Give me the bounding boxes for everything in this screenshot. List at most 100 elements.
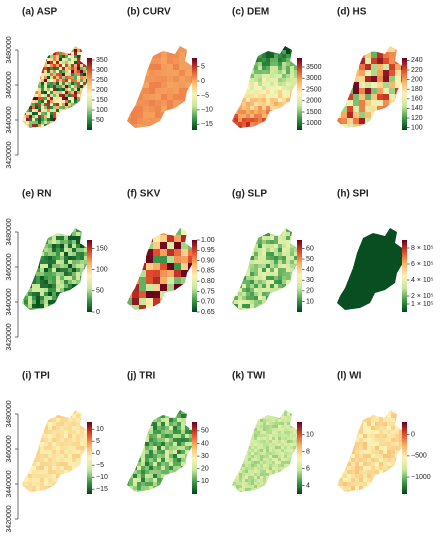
map-cell	[353, 76, 360, 83]
map-cell	[262, 66, 267, 71]
map-cell	[286, 232, 291, 237]
map	[232, 410, 300, 492]
map-cell	[238, 292, 243, 297]
map-cell	[296, 413, 300, 417]
map-cell	[341, 100, 348, 107]
map-cell	[347, 58, 354, 65]
colorbar-label: 100	[96, 107, 108, 114]
map-cell	[383, 94, 390, 101]
map-cell	[59, 100, 63, 104]
map-cell	[71, 58, 75, 62]
map-cell	[347, 228, 354, 235]
map-cell	[155, 106, 162, 113]
map-cell	[371, 282, 378, 289]
map-cell	[232, 228, 235, 233]
map-cell	[149, 434, 154, 439]
map-cell	[258, 276, 263, 281]
map-cell	[347, 470, 352, 475]
map-cell	[363, 414, 368, 419]
map-cell	[80, 67, 84, 71]
map-cell	[266, 122, 271, 127]
map-cell	[242, 256, 247, 261]
map-cell	[272, 470, 276, 474]
map-cell	[355, 474, 360, 479]
map-cell	[32, 490, 37, 492]
map-cell	[233, 413, 237, 417]
map-cell	[52, 434, 57, 439]
map-cell	[248, 482, 252, 486]
map-cell	[29, 58, 33, 62]
map-cell	[149, 88, 156, 95]
map-cell	[145, 454, 150, 459]
map-cell	[68, 103, 72, 107]
map-cell	[359, 270, 366, 277]
map-cell	[76, 422, 81, 427]
map-cell	[40, 252, 45, 257]
map-cell	[399, 414, 404, 419]
map-cell	[47, 97, 51, 101]
map-cell	[245, 434, 249, 438]
map-cell	[278, 455, 282, 459]
map-cell	[262, 62, 267, 67]
map-cell	[32, 422, 37, 427]
map-cell	[371, 46, 378, 53]
map-cell	[233, 443, 237, 447]
map-cell	[181, 284, 189, 292]
map-cell	[133, 470, 138, 475]
map-cell	[337, 434, 340, 439]
map-cell	[379, 442, 384, 447]
map-cell	[50, 64, 54, 68]
map-cell	[281, 485, 285, 489]
colorbar-label: 150	[96, 97, 108, 104]
map-cell	[232, 264, 235, 269]
map-cell	[278, 473, 282, 477]
map-cell	[60, 466, 65, 471]
map-cell	[32, 52, 36, 56]
map-cell	[149, 486, 154, 491]
map-cell	[282, 280, 287, 285]
map-cell	[251, 455, 255, 459]
map-cell	[257, 485, 261, 489]
map-cell	[52, 478, 57, 483]
colorbar-label: 10	[306, 432, 314, 439]
map-cell	[52, 228, 57, 233]
map-cell	[32, 236, 37, 241]
map-cell	[365, 276, 372, 283]
map-cell	[181, 490, 186, 492]
map-cell	[47, 55, 51, 59]
map-cell	[260, 479, 264, 483]
map-cell	[62, 112, 66, 116]
map-cell	[290, 70, 295, 75]
map-cell	[258, 90, 263, 95]
y-tick-label: 3480000	[6, 36, 13, 63]
map-cell	[173, 462, 178, 467]
map-cell	[266, 485, 270, 489]
map-cell	[389, 82, 396, 89]
map-cell	[44, 272, 49, 277]
map-cell	[258, 82, 263, 87]
map-cell	[32, 292, 37, 297]
map-cell	[35, 73, 39, 77]
map-cell	[294, 74, 299, 79]
map-cell	[145, 430, 150, 435]
map-cell	[351, 426, 356, 431]
map-cell	[275, 419, 279, 423]
map-cell	[257, 413, 261, 417]
map-cell	[262, 240, 267, 245]
map-cell	[294, 46, 299, 51]
map-cell	[29, 46, 33, 50]
map-cell	[238, 308, 243, 310]
panel-title: (i) TPI	[22, 371, 50, 382]
map-cell	[233, 419, 237, 423]
panel-title: (g) SLP	[232, 189, 267, 200]
map-cell	[22, 304, 25, 309]
map-cell	[181, 446, 186, 451]
map-cell	[274, 284, 279, 289]
map-cell	[40, 458, 45, 463]
map-cell	[80, 248, 85, 253]
map-cell	[65, 109, 69, 113]
map-cell	[371, 458, 376, 463]
map-cell	[254, 431, 258, 435]
map-cell	[139, 235, 147, 243]
map-cell	[181, 478, 186, 483]
